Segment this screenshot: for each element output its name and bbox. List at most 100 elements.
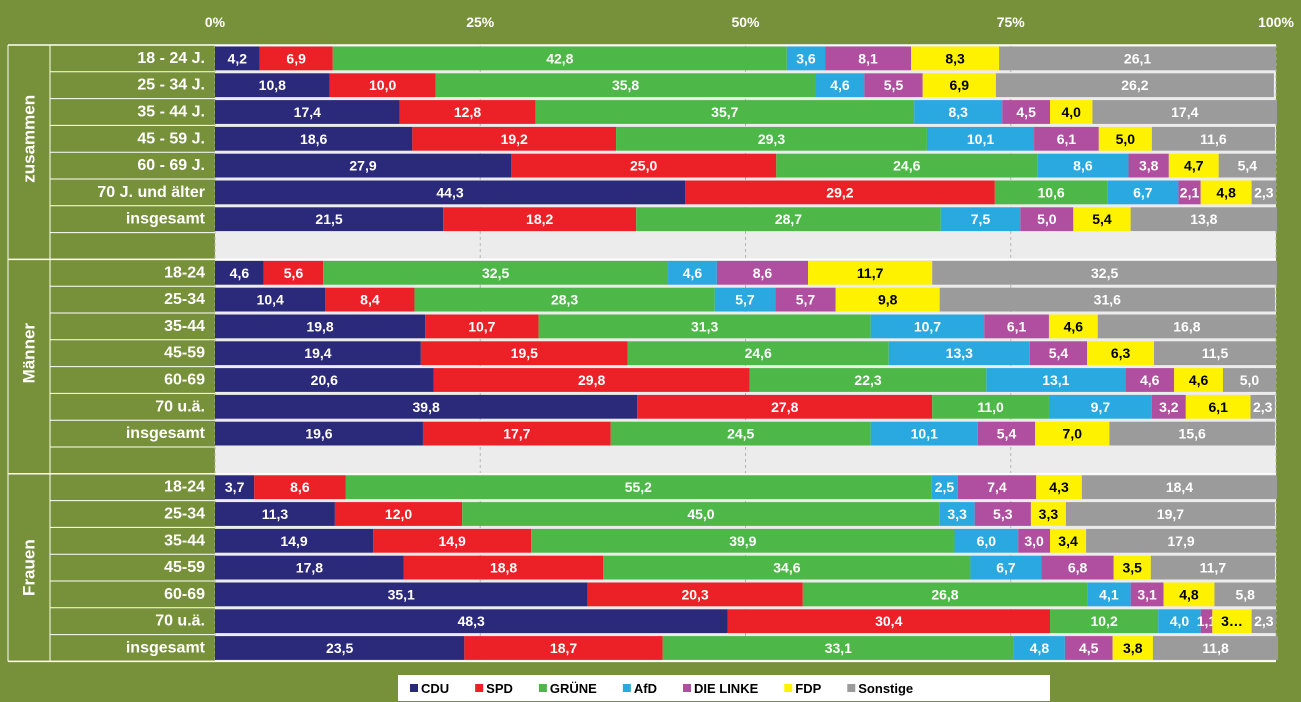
legend-label: Sonstige: [858, 681, 913, 696]
data-label: 4,6: [1140, 372, 1160, 388]
data-label: 4,8: [1030, 640, 1050, 656]
bar-segment: [531, 528, 955, 553]
data-label: 8,3: [945, 50, 965, 66]
data-label: 26,8: [931, 586, 958, 602]
bar-segment: [776, 153, 1038, 178]
data-label: 33,1: [825, 640, 852, 656]
bar-segment: [329, 73, 436, 98]
bar-segment: [435, 73, 816, 98]
bar-segment: [954, 528, 1019, 553]
bar-segment: [425, 314, 539, 339]
bar-segment: [1113, 555, 1151, 580]
bar-segment: [1151, 126, 1275, 151]
data-label: 8,6: [753, 265, 773, 281]
bar-segment: [215, 475, 255, 500]
data-label: 2,5: [935, 479, 955, 495]
data-label: 23,5: [326, 640, 353, 656]
data-label: 4,1: [1099, 586, 1119, 602]
data-label: 6,7: [1133, 184, 1153, 200]
bar-segment: [1163, 582, 1215, 607]
bar-segment: [1200, 609, 1213, 634]
data-label: 20,3: [681, 586, 708, 602]
bar-segment: [1020, 207, 1074, 232]
data-label: 19,8: [306, 318, 333, 334]
bar-segment: [775, 287, 836, 312]
row-label: 18 - 24 J.: [137, 50, 205, 67]
data-label: 55,2: [625, 479, 652, 495]
bar-segment: [1002, 100, 1051, 124]
group-label: Frauen: [20, 539, 39, 596]
bar-segment: [1218, 153, 1276, 178]
data-label: 3,3: [947, 506, 967, 522]
legend-swatch: [538, 684, 547, 692]
bar-segment: [587, 582, 803, 607]
bar-segment: [1151, 394, 1186, 419]
row-label: 25 - 34 J.: [137, 77, 205, 94]
bar-segment: [610, 421, 871, 446]
bar-segment: [443, 207, 637, 232]
data-label: 7,4: [987, 479, 1007, 495]
bar-segment: [1050, 609, 1159, 634]
row-label: insgesamt: [126, 425, 206, 442]
data-label: 11,3: [262, 506, 289, 522]
data-label: 10,1: [911, 426, 938, 442]
row-label: 25-34: [164, 506, 205, 523]
bar-segment: [215, 260, 264, 285]
data-label: 14,9: [280, 533, 307, 549]
data-label: 4,6: [1189, 372, 1209, 388]
data-label: 14,9: [439, 533, 466, 549]
bar-segment: [870, 421, 978, 446]
data-label: 5,0: [1116, 131, 1136, 147]
bar-segment: [984, 314, 1049, 339]
data-label: 5,4: [1049, 345, 1069, 361]
bar-segment: [1087, 582, 1131, 607]
data-label: 3,8: [1123, 640, 1143, 656]
bar-segment: [399, 100, 536, 124]
bar-segment: [870, 314, 985, 339]
bar-segment: [215, 180, 686, 205]
data-label: 8,6: [290, 479, 310, 495]
data-label: 29,8: [578, 372, 605, 388]
bar-segment: [627, 341, 889, 366]
data-label: 45,0: [687, 506, 714, 522]
data-label: 32,5: [482, 265, 509, 281]
bar-segment: [970, 555, 1042, 580]
bar-segment: [1048, 394, 1152, 419]
bar-segment: [1048, 314, 1098, 339]
data-label: 4,6: [830, 77, 850, 93]
bar-segment: [215, 100, 400, 124]
data-label: 12,8: [454, 104, 481, 120]
bar-segment: [215, 287, 326, 312]
group-label: Männer: [20, 323, 39, 384]
bar-segment: [373, 528, 532, 553]
bar-segment: [1174, 368, 1223, 392]
bar-segment: [1036, 475, 1082, 500]
data-label: 17,9: [1167, 533, 1194, 549]
data-label: 10,6: [1037, 184, 1064, 200]
bar-segment: [414, 287, 715, 312]
data-label: 3,5: [1123, 560, 1143, 576]
data-label: 4,6: [683, 265, 703, 281]
bar-segment: [422, 421, 611, 446]
bar-segment: [215, 314, 426, 339]
bar-segment: [263, 260, 324, 285]
bar-segment: [685, 180, 995, 205]
legend-label: FDP: [795, 681, 821, 696]
data-label: 28,7: [775, 211, 802, 227]
data-label: 27,8: [771, 399, 798, 415]
bar-segment: [215, 126, 413, 151]
data-label: 9,8: [878, 292, 898, 308]
bar-segment: [433, 368, 750, 392]
bar-segment: [1037, 153, 1129, 178]
bar-segment: [802, 582, 1088, 607]
bar-segment: [215, 502, 335, 526]
bar-segment: [931, 475, 958, 500]
bar-segment: [215, 341, 421, 366]
legend-label: DIE LINKE: [694, 681, 759, 696]
row-label: 25-34: [164, 291, 205, 308]
legend-swatch: [475, 684, 484, 692]
bar-segment: [1200, 180, 1252, 205]
data-label: 5,0: [1240, 372, 1260, 388]
data-label: 17,4: [1171, 104, 1198, 120]
bar-segment: [727, 609, 1051, 634]
